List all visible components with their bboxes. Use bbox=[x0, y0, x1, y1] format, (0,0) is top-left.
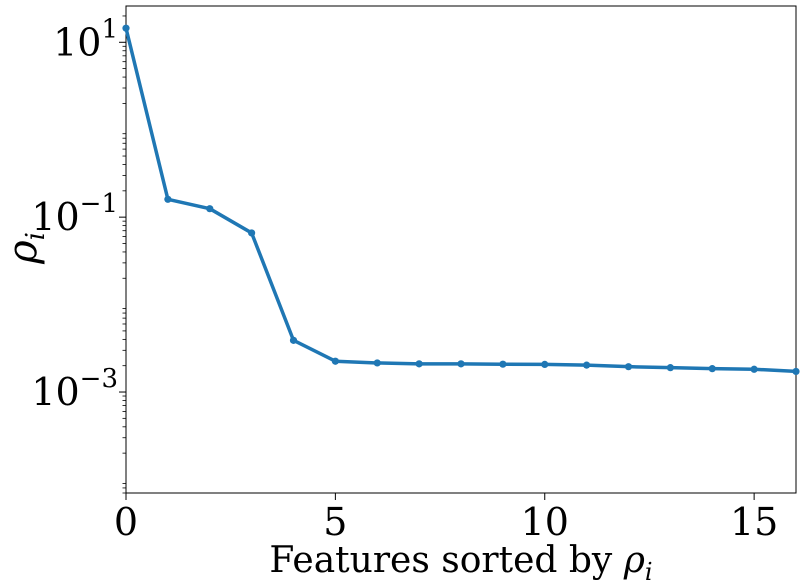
y-tick-label-exponent: −3 bbox=[80, 364, 118, 394]
data-point bbox=[331, 357, 339, 365]
data-point bbox=[289, 336, 298, 344]
x-tick-label: 10 bbox=[521, 500, 569, 544]
x-axis-title-subscript: i bbox=[645, 558, 653, 586]
y-tick-label-base: 10 bbox=[53, 20, 101, 64]
y-tick-label: 10−3 bbox=[31, 364, 118, 414]
y-tick-label-base: 10 bbox=[31, 195, 79, 239]
y-tick-label-exponent: 1 bbox=[101, 14, 118, 44]
data-point bbox=[541, 360, 549, 368]
x-axis-title: Features sorted by ρi bbox=[269, 540, 652, 586]
x-axis-title-text: Features sorted by bbox=[269, 540, 623, 581]
y-tick-label: 10−1 bbox=[31, 189, 118, 239]
y-axis-title-symbol: ρ bbox=[0, 240, 46, 265]
series-layer bbox=[122, 24, 800, 376]
x-tick-label: 15 bbox=[730, 500, 778, 544]
data-point bbox=[708, 365, 716, 373]
data-point bbox=[373, 359, 381, 367]
x-tick-label: 0 bbox=[114, 500, 138, 544]
x-tick-label: 5 bbox=[323, 500, 347, 544]
data-point bbox=[206, 205, 214, 213]
data-point bbox=[624, 363, 633, 371]
y-tick-label-exponent: −1 bbox=[80, 189, 118, 219]
x-axis-ticks: 0 5 10 15 bbox=[114, 493, 778, 544]
y-axis-title: ρi bbox=[0, 232, 51, 265]
data-point bbox=[583, 361, 591, 369]
data-point bbox=[248, 229, 256, 237]
data-point bbox=[457, 360, 465, 368]
data-point bbox=[499, 360, 507, 368]
y-tick-label: 101 bbox=[53, 14, 118, 64]
plot-area bbox=[125, 5, 797, 494]
data-point bbox=[415, 360, 423, 368]
x-axis-title-symbol: ρ bbox=[623, 540, 645, 581]
data-point bbox=[750, 365, 758, 373]
data-point bbox=[122, 24, 130, 32]
data-point bbox=[164, 195, 172, 203]
y-tick-label-base: 10 bbox=[31, 370, 79, 414]
data-point bbox=[792, 367, 800, 376]
data-point bbox=[666, 364, 674, 372]
y-axis-title-subscript: i bbox=[21, 232, 51, 240]
